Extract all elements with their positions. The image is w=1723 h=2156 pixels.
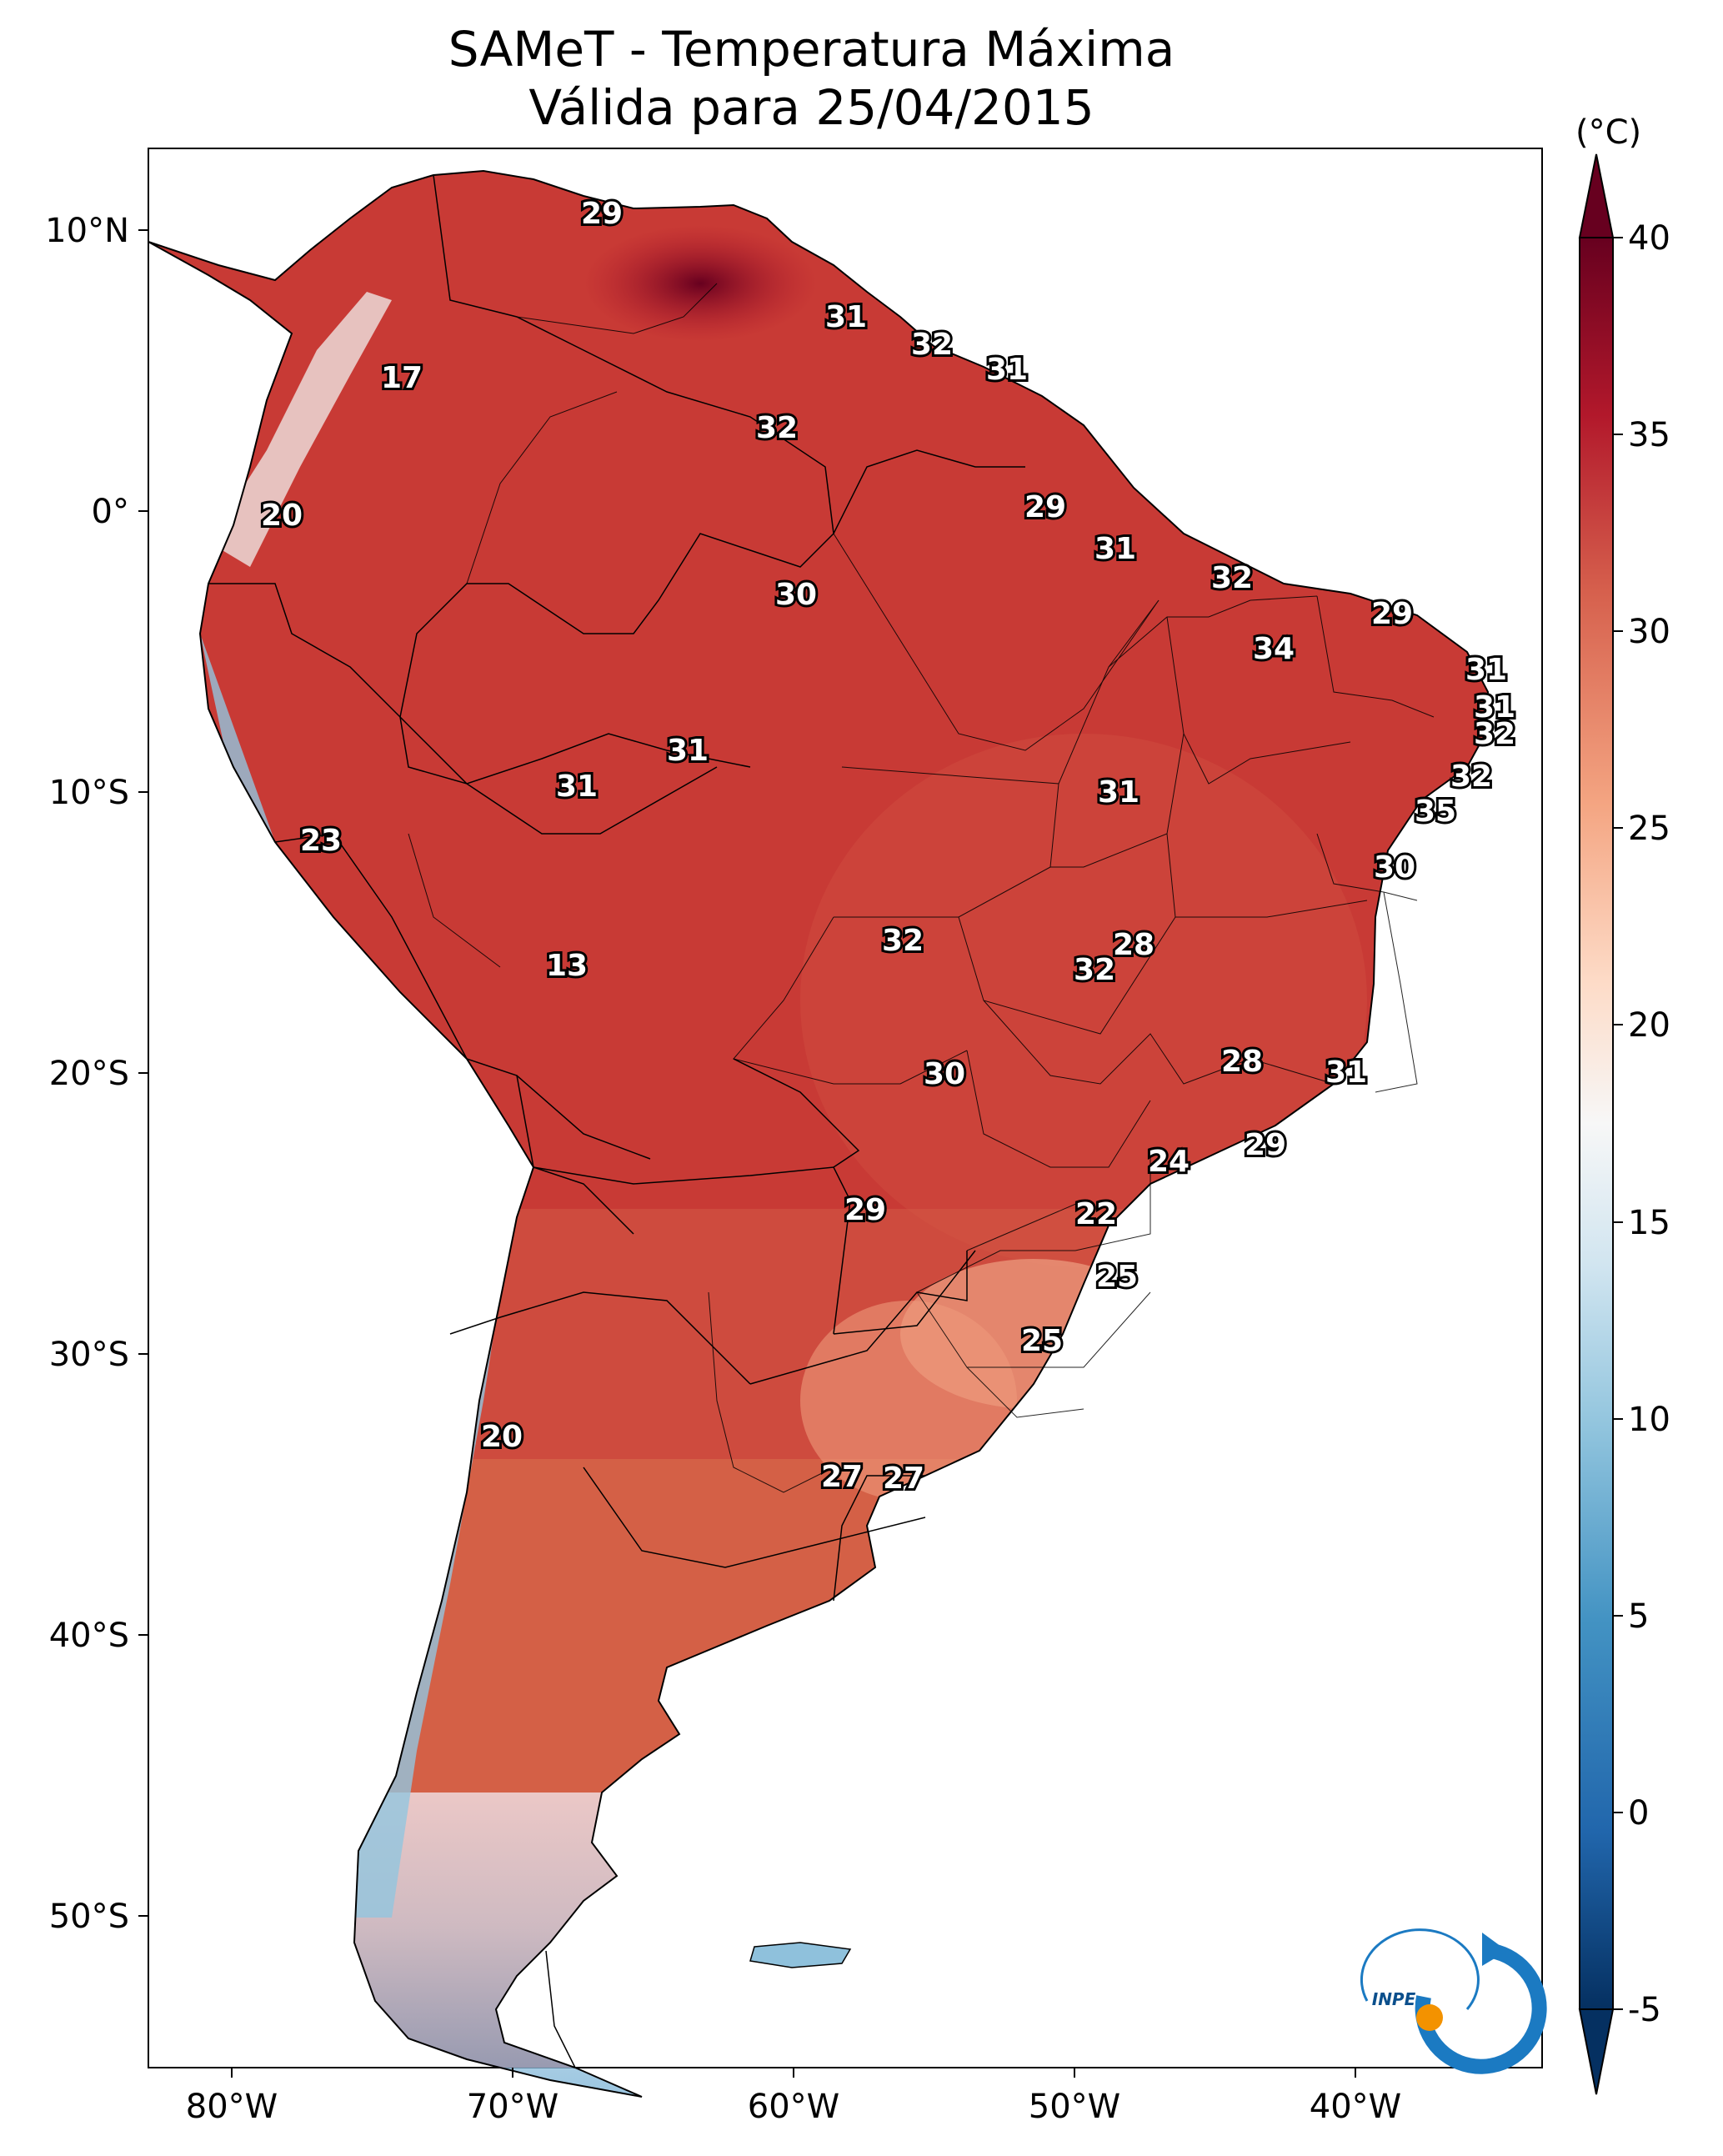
city-temp-label: 32 bbox=[1450, 760, 1492, 794]
logo-sun bbox=[1416, 2004, 1443, 2031]
city-temp-label: 32 bbox=[911, 328, 953, 362]
axis-ticks bbox=[138, 229, 1356, 2078]
logo-arrow bbox=[1482, 1933, 1507, 1966]
city-temp-label: 17 bbox=[381, 361, 423, 395]
city-temp-label: 13 bbox=[546, 949, 588, 983]
lon-tick-label: 40°W bbox=[1310, 2088, 1401, 2126]
city-temp-label: 25 bbox=[1096, 1260, 1138, 1294]
city-temp-label: 32 bbox=[882, 924, 924, 958]
city-temp-label: 32 bbox=[1074, 953, 1115, 987]
colorbar: 40 35 30 25 20 15 10 5 0 -5 (°C) bbox=[1575, 113, 1670, 2095]
lon-tick-labels: 80°W 70°W 60°W 50°W 40°W bbox=[186, 2088, 1401, 2126]
city-temp-label: 20 bbox=[261, 499, 303, 533]
map-title: SAMeT - Temperatura Máxima bbox=[448, 21, 1175, 78]
city-temp-label: 20 bbox=[481, 1420, 523, 1454]
colorbar-tick-label: 10 bbox=[1628, 1401, 1670, 1439]
lon-tick-label: 70°W bbox=[467, 2088, 558, 2126]
colorbar-tick-label: 15 bbox=[1628, 1204, 1670, 1242]
colorbar-tick-label: 20 bbox=[1628, 1006, 1670, 1045]
city-temp-label: 30 bbox=[1374, 850, 1415, 885]
lon-tick-label: 60°W bbox=[748, 2088, 839, 2126]
city-temp-label: 29 bbox=[1024, 490, 1066, 524]
colorbar-ticks bbox=[1613, 237, 1623, 2010]
city-temp-label: 31 bbox=[1325, 1055, 1367, 1090]
city-temp-label: 31 bbox=[1094, 532, 1136, 566]
city-temp-label: 31 bbox=[556, 770, 598, 804]
city-temperature-labels: 29 31 32 31 17 32 20 29 31 32 30 29 34 3… bbox=[258, 194, 1518, 1498]
city-temp-label: 32 bbox=[1211, 561, 1253, 595]
city-temp-label: 34 bbox=[1253, 632, 1295, 666]
logo-arc bbox=[1415, 1943, 1547, 2074]
city-temp-label: 27 bbox=[821, 1460, 863, 1494]
city-temp-label: 27 bbox=[883, 1462, 924, 1496]
inpe-logo: INPE bbox=[1360, 1928, 1547, 2074]
lat-tick-label: 40°S bbox=[49, 1617, 129, 1655]
colorbar-tick-label: 40 bbox=[1628, 219, 1670, 258]
lat-tick-label: 10°N bbox=[45, 212, 129, 250]
state-borders bbox=[408, 283, 1435, 1493]
city-temp-label: 32 bbox=[1474, 717, 1515, 751]
lat-tick-label: 0° bbox=[92, 493, 129, 531]
colorbar-tick-label: -5 bbox=[1628, 1991, 1661, 2029]
colorbar-tick-label: 35 bbox=[1628, 416, 1670, 454]
colorbar-min-extend bbox=[1578, 2008, 1615, 2095]
city-temp-label: 30 bbox=[924, 1057, 965, 1091]
city-temp-label: 31 bbox=[667, 734, 709, 768]
city-temp-label: 32 bbox=[756, 411, 798, 445]
city-temp-label: 31 bbox=[1098, 775, 1139, 810]
city-temp-label: 31 bbox=[1465, 653, 1507, 687]
city-temp-label: 31 bbox=[986, 353, 1028, 387]
city-temp-label: 24 bbox=[1148, 1145, 1190, 1179]
city-temp-label: 29 bbox=[1245, 1128, 1286, 1162]
city-temp-label: 31 bbox=[1474, 690, 1515, 725]
city-temp-label: 28 bbox=[1221, 1045, 1263, 1079]
colorbar-unit-label: (°C) bbox=[1575, 113, 1641, 152]
colorbar-tick-label: 0 bbox=[1628, 1794, 1649, 1833]
city-temp-label: 29 bbox=[1371, 597, 1413, 631]
country-borders bbox=[208, 174, 1025, 2068]
colorbar-tick-label: 25 bbox=[1628, 810, 1670, 848]
logo-text: INPE bbox=[1372, 1989, 1416, 2009]
city-temp-label: 23 bbox=[300, 824, 342, 858]
city-temp-label: 35 bbox=[1415, 795, 1456, 829]
city-temp-label: 29 bbox=[844, 1193, 886, 1227]
colorbar-max-extend bbox=[1578, 153, 1615, 238]
lat-tick-labels: 10°N 0° 10°S 20°S 30°S 40°S 50°S bbox=[45, 212, 129, 1936]
logo-orbit bbox=[1360, 1928, 1480, 2010]
city-temp-label: 22 bbox=[1075, 1197, 1117, 1231]
city-temp-label: 28 bbox=[1113, 928, 1155, 962]
lat-tick-label: 30°S bbox=[49, 1336, 129, 1374]
city-temp-label: 31 bbox=[825, 300, 867, 334]
city-temp-label: 30 bbox=[775, 578, 817, 612]
colorbar-bar bbox=[1579, 237, 1614, 2010]
lat-tick-label: 10°S bbox=[49, 774, 129, 812]
city-temp-label: 25 bbox=[1021, 1324, 1063, 1358]
lon-tick-label: 80°W bbox=[186, 2088, 278, 2126]
colorbar-tick-label: 30 bbox=[1628, 613, 1670, 651]
city-temp-label: 29 bbox=[581, 197, 623, 231]
lon-tick-label: 50°W bbox=[1029, 2088, 1120, 2126]
lat-tick-label: 20°S bbox=[49, 1055, 129, 1093]
map-subtitle: Válida para 25/04/2015 bbox=[528, 79, 1094, 136]
colorbar-tick-label: 5 bbox=[1628, 1597, 1649, 1636]
falkland-islands bbox=[749, 1942, 852, 1968]
lat-tick-label: 50°S bbox=[49, 1898, 129, 1936]
